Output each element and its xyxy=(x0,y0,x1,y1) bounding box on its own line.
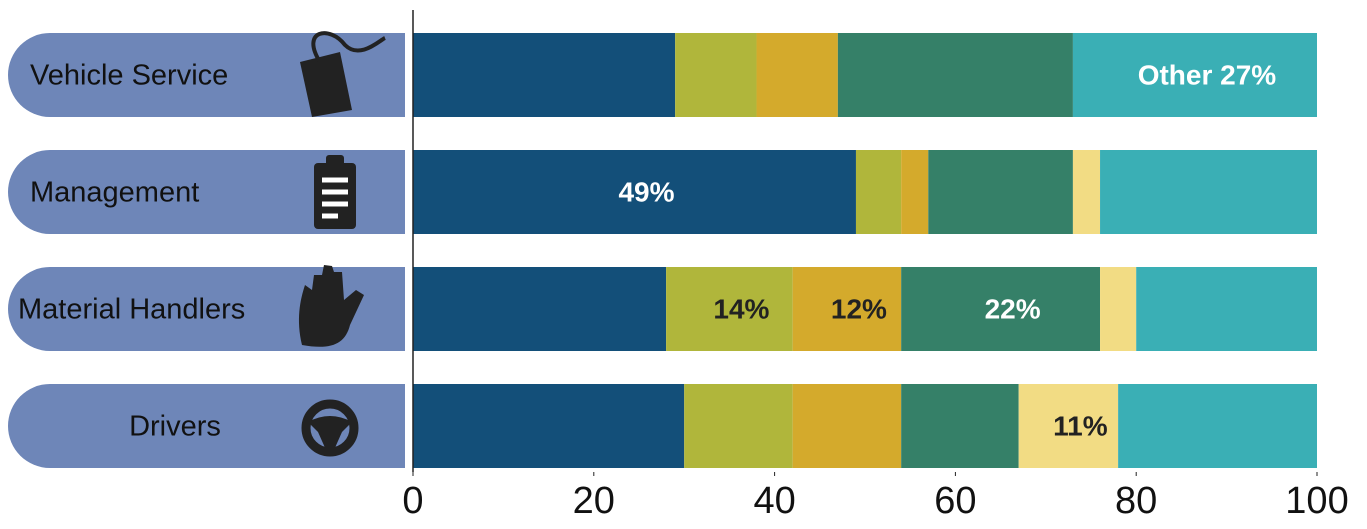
bar-segment xyxy=(792,384,902,468)
icons xyxy=(298,31,386,457)
bar-segment xyxy=(684,384,793,468)
bar-segment xyxy=(1072,150,1101,234)
bar-segment xyxy=(1072,33,1317,117)
bar-segment xyxy=(413,150,856,234)
clipboard-lines xyxy=(322,177,348,219)
bar-segment xyxy=(413,384,685,468)
tag-string xyxy=(311,31,386,64)
bar-segment xyxy=(901,150,929,234)
bar-segment xyxy=(756,33,838,117)
value-label: 11% xyxy=(1053,410,1108,441)
bar-segment xyxy=(675,33,757,117)
x-tick-label: 80 xyxy=(1115,480,1157,522)
category-label: Material Handlers xyxy=(18,294,245,326)
wheel-spokes xyxy=(308,416,352,450)
category-pill xyxy=(8,33,405,117)
hand-icon xyxy=(298,265,364,347)
x-tick-label: 20 xyxy=(573,480,615,522)
x-tick-label: 40 xyxy=(753,480,795,522)
tag-icon xyxy=(300,52,352,117)
bar-segment xyxy=(1100,150,1317,234)
bar-segment xyxy=(1100,267,1137,351)
bar-segment xyxy=(666,267,793,351)
x-tick-label: 100 xyxy=(1285,480,1348,522)
category-pill xyxy=(8,384,405,468)
plot: Vehicle Service Management Material Handle… xyxy=(8,33,1317,468)
value-label: 22% xyxy=(985,293,1041,324)
x-tick-label: 60 xyxy=(934,480,976,522)
x-tick-label: 0 xyxy=(402,480,423,522)
value-label: 14% xyxy=(713,293,769,324)
bar-segment xyxy=(837,33,1073,117)
bar-segment xyxy=(901,267,1101,351)
bar-segment xyxy=(413,267,667,351)
value-label: Other 27% xyxy=(1138,59,1277,90)
value-label: 49% xyxy=(618,176,674,207)
bar-segment xyxy=(928,150,1073,234)
category-label: Management xyxy=(30,177,199,209)
wheel-icon xyxy=(301,399,359,457)
bar-segment xyxy=(1136,267,1317,351)
category-label: Vehicle Service xyxy=(30,60,228,92)
clipboard-clip xyxy=(326,155,344,167)
category-label: Drivers xyxy=(129,411,221,443)
bar-segment xyxy=(1118,384,1317,468)
value-label: 12% xyxy=(831,293,887,324)
bar-segment xyxy=(855,150,902,234)
category-pill xyxy=(8,150,405,234)
bar-segment xyxy=(792,267,902,351)
bar-segment xyxy=(413,33,676,117)
bar-segment xyxy=(901,384,1019,468)
clipboard-icon xyxy=(314,163,356,229)
bar-segment xyxy=(1018,384,1119,468)
